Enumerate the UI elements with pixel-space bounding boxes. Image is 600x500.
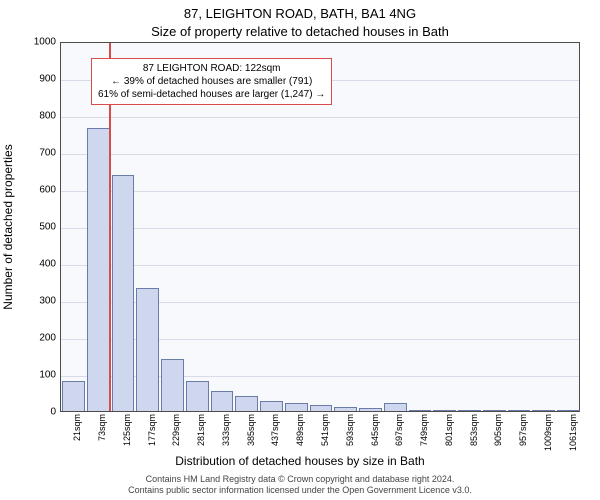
x-tick-label: 437sqm xyxy=(270,414,280,454)
y-tick-label: 600 xyxy=(30,185,56,196)
bar xyxy=(384,403,407,411)
plot-area: 87 LEIGHTON ROAD: 122sqm ← 39% of detach… xyxy=(60,42,580,412)
y-axis-label: Number of detached properties xyxy=(1,144,15,309)
x-tick-label: 385sqm xyxy=(246,414,256,454)
y-tick-label: 100 xyxy=(30,370,56,381)
annotation-box: 87 LEIGHTON ROAD: 122sqm ← 39% of detach… xyxy=(91,58,332,105)
bar xyxy=(87,128,110,411)
x-tick-label: 21sqm xyxy=(72,414,82,454)
annotation-line2: ← 39% of detached houses are smaller (79… xyxy=(98,75,325,88)
bar xyxy=(285,403,308,411)
bar xyxy=(532,410,555,411)
x-tick-label: 1061sqm xyxy=(568,414,578,454)
x-tick-label: 1009sqm xyxy=(543,414,553,454)
y-tick-label: 1000 xyxy=(30,37,56,48)
bar xyxy=(458,410,481,411)
x-tick-label: 801sqm xyxy=(444,414,454,454)
bar xyxy=(508,410,531,411)
x-tick-label: 645sqm xyxy=(370,414,380,454)
footer-line1: Contains HM Land Registry data © Crown c… xyxy=(0,474,600,485)
bar xyxy=(433,410,456,411)
bar xyxy=(62,381,85,411)
y-tick-label: 500 xyxy=(30,222,56,233)
bar xyxy=(359,408,382,411)
bar xyxy=(557,410,580,411)
bar xyxy=(161,359,184,411)
x-tick-label: 749sqm xyxy=(419,414,429,454)
bar xyxy=(409,410,432,411)
y-tick-label: 800 xyxy=(30,111,56,122)
bar xyxy=(211,391,234,411)
y-tick-label: 300 xyxy=(30,296,56,307)
footer-attribution: Contains HM Land Registry data © Crown c… xyxy=(0,474,600,497)
annotation-line1: 87 LEIGHTON ROAD: 122sqm xyxy=(98,62,325,75)
chart-title-line2: Size of property relative to detached ho… xyxy=(0,24,600,39)
x-axis-label: Distribution of detached houses by size … xyxy=(0,454,600,468)
x-tick-label: 125sqm xyxy=(122,414,132,454)
x-tick-label: 73sqm xyxy=(97,414,107,454)
x-tick-label: 541sqm xyxy=(320,414,330,454)
y-tick-label: 700 xyxy=(30,148,56,159)
bar xyxy=(186,381,209,411)
y-tick-label: 400 xyxy=(30,259,56,270)
x-tick-label: 853sqm xyxy=(469,414,479,454)
x-tick-label: 593sqm xyxy=(345,414,355,454)
chart-container: 87, LEIGHTON ROAD, BATH, BA1 4NG Size of… xyxy=(0,0,600,500)
footer-line2: Contains public sector information licen… xyxy=(0,485,600,496)
x-tick-label: 957sqm xyxy=(518,414,528,454)
annotation-line3: 61% of semi-detached houses are larger (… xyxy=(98,88,325,101)
bar xyxy=(260,401,283,411)
bar xyxy=(112,175,135,411)
bar xyxy=(136,288,159,411)
x-tick-label: 905sqm xyxy=(493,414,503,454)
y-tick-label: 900 xyxy=(30,74,56,85)
bar xyxy=(334,407,357,411)
bar xyxy=(235,396,258,411)
x-tick-label: 177sqm xyxy=(147,414,157,454)
x-tick-label: 229sqm xyxy=(171,414,181,454)
y-tick-label: 200 xyxy=(30,333,56,344)
x-tick-label: 281sqm xyxy=(196,414,206,454)
bar xyxy=(483,410,506,411)
x-tick-label: 697sqm xyxy=(394,414,404,454)
bar xyxy=(310,405,333,411)
chart-title-line1: 87, LEIGHTON ROAD, BATH, BA1 4NG xyxy=(0,6,600,21)
y-tick-label: 0 xyxy=(30,407,56,418)
x-tick-label: 333sqm xyxy=(221,414,231,454)
x-tick-label: 489sqm xyxy=(295,414,305,454)
